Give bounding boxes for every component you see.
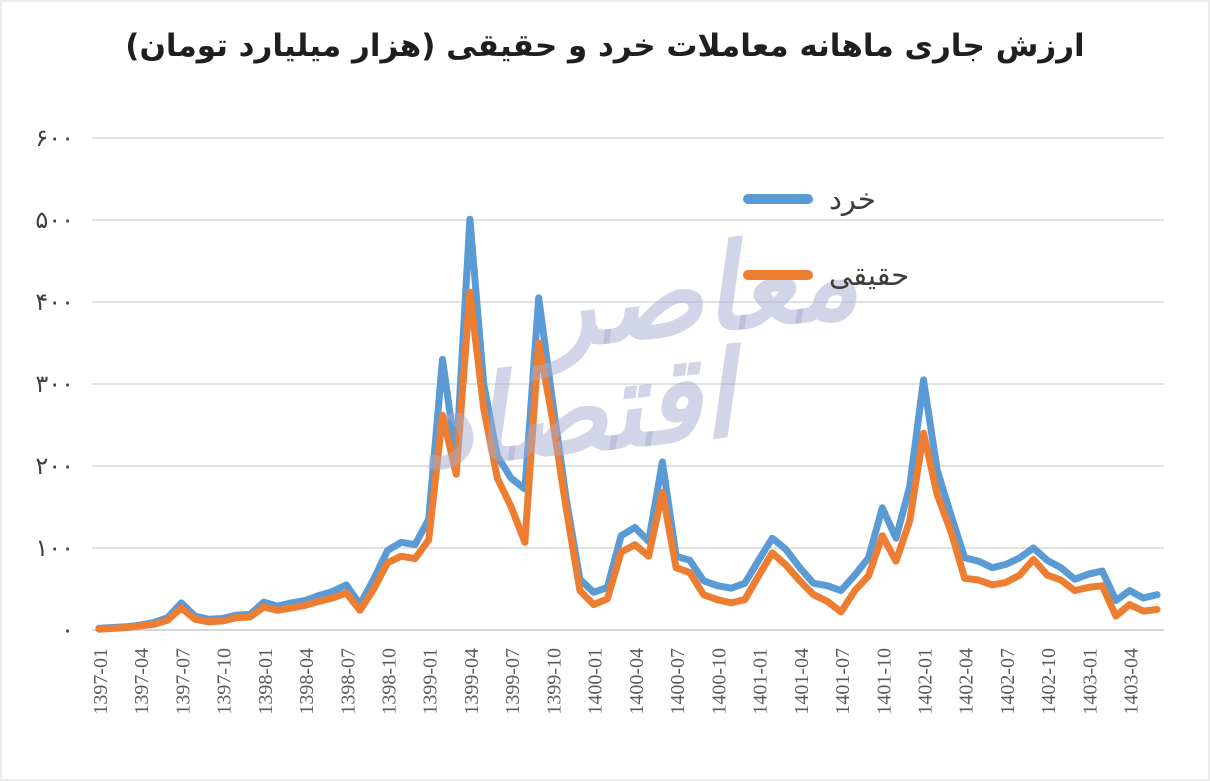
x-axis-label: 1403-04 — [1121, 648, 1143, 715]
x-axis-label: 1398-10 — [378, 648, 400, 715]
y-axis-label: ۱۰۰ — [35, 534, 74, 562]
x-axis-label: 1402-07 — [997, 648, 1019, 715]
legend-swatch-blue-line — [743, 194, 813, 204]
y-axis-label: ۲۰۰ — [35, 452, 74, 480]
x-axis-label: 1397-04 — [131, 648, 153, 715]
y-axis-label: ۰ — [61, 616, 74, 644]
legend-item-khord: خرد — [743, 178, 909, 220]
y-axis-label: ۳۰۰ — [35, 370, 74, 398]
y-axis-label: ۶۰۰ — [35, 124, 74, 152]
x-axis-label: 1402-01 — [914, 648, 936, 715]
x-axis-label: 1401-04 — [791, 648, 813, 715]
x-axis-label: 1398-04 — [296, 648, 318, 715]
x-axis-label: 1399-01 — [420, 648, 442, 715]
x-axis-label: 1398-07 — [337, 648, 359, 715]
x-axis-label: 1399-10 — [543, 648, 565, 715]
chart-title: ارزش جاری ماهانه معاملات خرد و حقیقی (هز… — [125, 28, 1085, 64]
series-line-blue — [95, 215, 1161, 632]
x-axis-label: 1401-07 — [832, 648, 854, 715]
legend-label: حقیقی — [829, 258, 910, 292]
x-axis-label: 1400-07 — [667, 648, 689, 715]
x-axis-label: 1400-04 — [626, 648, 648, 715]
y-axis-label: ۵۰۰ — [35, 206, 74, 234]
x-axis-label: 1401-01 — [750, 648, 772, 715]
x-axis-label: 1400-01 — [585, 648, 607, 715]
x-axis-label: 1397-07 — [172, 648, 194, 715]
chart-legend: خرد حقیقی — [743, 178, 909, 330]
legend-item-haghighi: حقیقی — [743, 254, 909, 296]
x-axis-label: 1401-10 — [873, 648, 895, 715]
legend-swatch-orange-line — [743, 270, 813, 280]
x-axis-label: 1398-01 — [255, 648, 277, 715]
x-axis-label: 1403-01 — [1079, 648, 1101, 715]
x-axis-label: 1397-10 — [214, 648, 236, 715]
x-axis-label: 1402-04 — [956, 648, 978, 715]
x-axis-label: 1399-04 — [461, 648, 483, 715]
series-line-orange — [95, 288, 1161, 633]
x-axis-label: 1400-10 — [708, 648, 730, 715]
legend-label: خرد — [829, 182, 876, 216]
x-axis-label: 1397-01 — [90, 648, 112, 715]
x-axis-label: 1399-07 — [502, 648, 524, 715]
y-axis-label: ۴۰۰ — [35, 288, 74, 316]
x-axis-label: 1402-10 — [1038, 648, 1060, 715]
